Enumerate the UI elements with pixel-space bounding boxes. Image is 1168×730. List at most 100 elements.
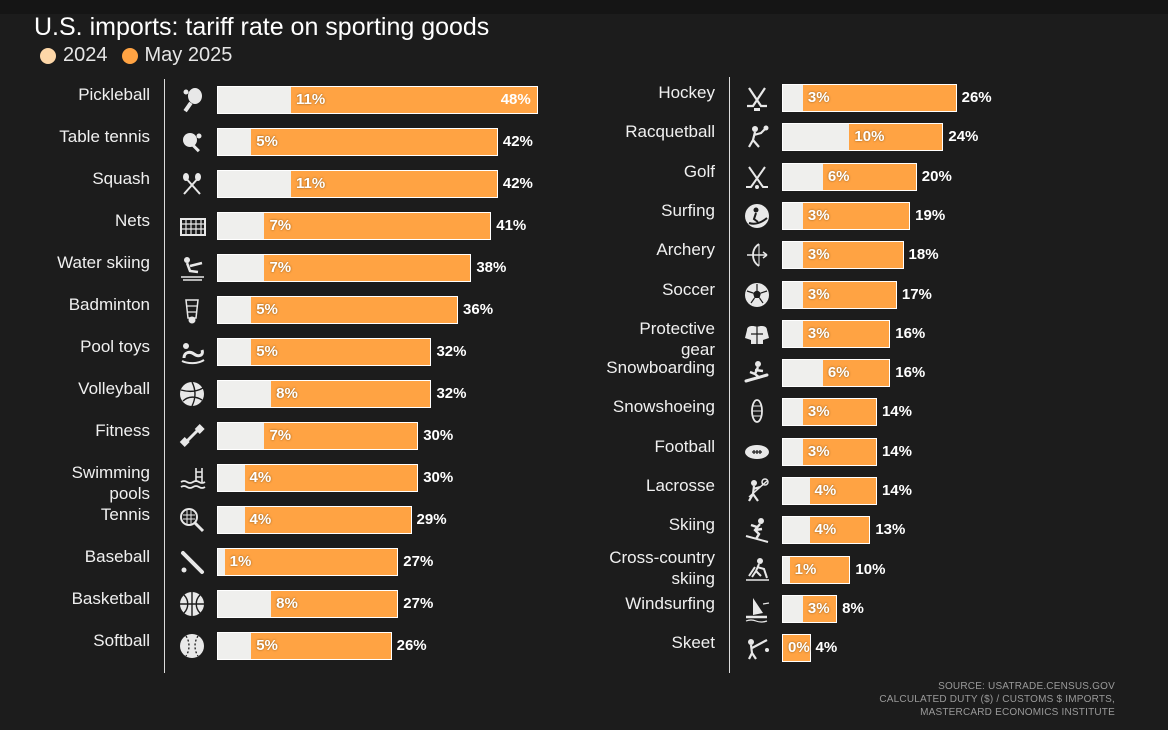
bar-2024-surfing (783, 203, 803, 229)
category-label-hockey: Hockey (658, 83, 715, 102)
bar-may-2025-pool-toys (216, 338, 432, 366)
value-2024-pickleball: 11% (296, 91, 326, 108)
value-2024-hockey: 3% (807, 89, 830, 106)
legend: 2024 May 2025 (40, 44, 246, 67)
category-label-nets: Nets (115, 211, 150, 230)
lacrosse-icon (743, 477, 771, 505)
bar-2024-softball (218, 633, 252, 659)
category-label-surfing: Surfing (661, 201, 715, 220)
source-line: CALCULATED DUTY ($) / CUSTOMS $ IMPORTS, (879, 694, 1115, 705)
bar-2024-protective-gear (783, 321, 803, 347)
bar-2024-badminton (218, 297, 252, 323)
category-label-squash: Squash (92, 169, 150, 188)
bar-2024-baseball (218, 549, 225, 575)
bar-2024-lacrosse (783, 478, 810, 504)
value-may-2025-racquetball: 24% (948, 128, 979, 145)
panel-axis-line (164, 79, 165, 673)
category-label-lacrosse: Lacrosse (646, 476, 715, 495)
bar-2024-snowshoeing (783, 399, 803, 425)
category-label-softball: Softball (93, 631, 150, 650)
value-may-2025-surfing: 19% (915, 207, 946, 224)
top-band (0, 0, 1168, 14)
value-2024-nets: 7% (269, 217, 292, 234)
source-note: SOURCE: USATRADE.CENSUS.GOV CALCULATED D… (879, 680, 1115, 719)
category-label-racquetball: Racquetball (625, 122, 715, 141)
legend-item-may-2025: May 2025 (121, 44, 232, 67)
legend-item-2024: 2024 (40, 44, 108, 67)
squash-icon (178, 170, 206, 198)
bar-2024-archery (783, 242, 803, 268)
source-line: MASTERCARD ECONOMICS INSTITUTE (920, 707, 1115, 718)
value-may-2025-football: 14% (881, 443, 912, 460)
bar-2024-tennis (218, 507, 245, 533)
bar-may-2025-table-tennis (217, 128, 498, 156)
water-skiing-icon (178, 254, 206, 282)
category-label-archery: Archery (656, 240, 715, 259)
value-may-2025-protective-gear: 16% (895, 325, 926, 342)
bar-may-2025-cross-country-skiing (781, 556, 851, 584)
bar-2024-squash (218, 171, 292, 197)
football-icon (743, 438, 771, 466)
soccer-icon (743, 281, 771, 309)
value-may-2025-badminton: 36% (463, 301, 494, 318)
hockey-icon (743, 84, 771, 112)
value-2024-baseball: 1% (229, 553, 252, 570)
legend-label-2024: 2024 (63, 44, 108, 66)
value-may-2025-basketball: 27% (403, 595, 434, 612)
cross-country-skiing-icon (743, 556, 771, 584)
value-may-2025-swimming-pools: 30% (423, 469, 454, 486)
bar-2024-cross-country-skiing (783, 557, 790, 583)
source-line: SOURCE: USATRADE.CENSUS.GOV (938, 681, 1115, 692)
category-label-football: Football (654, 437, 715, 456)
bar-may-2025-badminton (216, 296, 459, 324)
value-2024-swimming-pools: 4% (249, 469, 272, 486)
value-may-2025-squash: 42% (502, 175, 533, 192)
value-may-2025-pickleball: 48% (500, 91, 531, 108)
bar-may-2025-archery (782, 241, 904, 269)
value-2024-archery: 3% (807, 246, 830, 263)
value-may-2025-cross-country-skiing: 10% (855, 561, 886, 578)
category-label-snowboarding: Snowboarding (606, 358, 715, 377)
value-2024-soccer: 3% (807, 286, 830, 303)
bar-2024-hockey (783, 85, 803, 111)
table-tennis-icon (178, 128, 206, 156)
value-2024-pool-toys: 5% (256, 343, 278, 360)
value-may-2025-archery: 18% (908, 246, 939, 263)
category-label-skeet: Skeet (671, 633, 715, 652)
category-label-cross-country-skiing: Cross-country skiing (609, 548, 715, 588)
value-2024-squash: 11% (296, 175, 326, 192)
value-2024-surfing: 3% (807, 207, 830, 224)
bar-2024-volleyball (218, 381, 272, 407)
snowboarding-icon (743, 359, 771, 387)
value-may-2025-snowshoeing: 14% (881, 403, 912, 420)
value-may-2025-pool-toys: 32% (436, 343, 467, 360)
bar-2024-soccer (783, 282, 803, 308)
category-label-swimming-pools: Swimming pools (71, 463, 150, 503)
value-may-2025-table-tennis: 42% (502, 133, 533, 150)
value-may-2025-lacrosse: 14% (881, 482, 912, 499)
value-2024-table-tennis: 5% (256, 133, 278, 150)
bar-may-2025-tennis (217, 506, 412, 534)
category-label-pickleball: Pickleball (78, 85, 150, 104)
value-may-2025-fitness: 30% (423, 427, 454, 444)
value-2024-cross-country-skiing: 1% (794, 561, 817, 578)
value-may-2025-skeet: 4% (815, 639, 838, 656)
racquetball-icon (743, 123, 771, 151)
bar-2024-golf (783, 164, 823, 190)
bar-2024-water-skiing (218, 255, 265, 281)
category-label-volleyball: Volleyball (78, 379, 150, 398)
value-may-2025-softball: 26% (396, 637, 427, 654)
nets-icon (178, 212, 206, 240)
baseball-icon (178, 548, 206, 576)
fitness-icon (178, 422, 206, 450)
pickleball-icon (178, 86, 206, 114)
bar-may-2025-surfing (781, 202, 911, 230)
value-2024-volleyball: 8% (276, 385, 298, 402)
category-label-snowshoeing: Snowshoeing (612, 397, 715, 416)
bar-2024-skiing (783, 517, 810, 543)
skeet-icon (743, 634, 771, 662)
basketball-icon (178, 590, 206, 618)
protective-gear-icon (743, 320, 771, 348)
category-label-windsurfing: Windsurfing (625, 594, 715, 613)
value-2024-snowshoeing: 3% (807, 403, 830, 420)
